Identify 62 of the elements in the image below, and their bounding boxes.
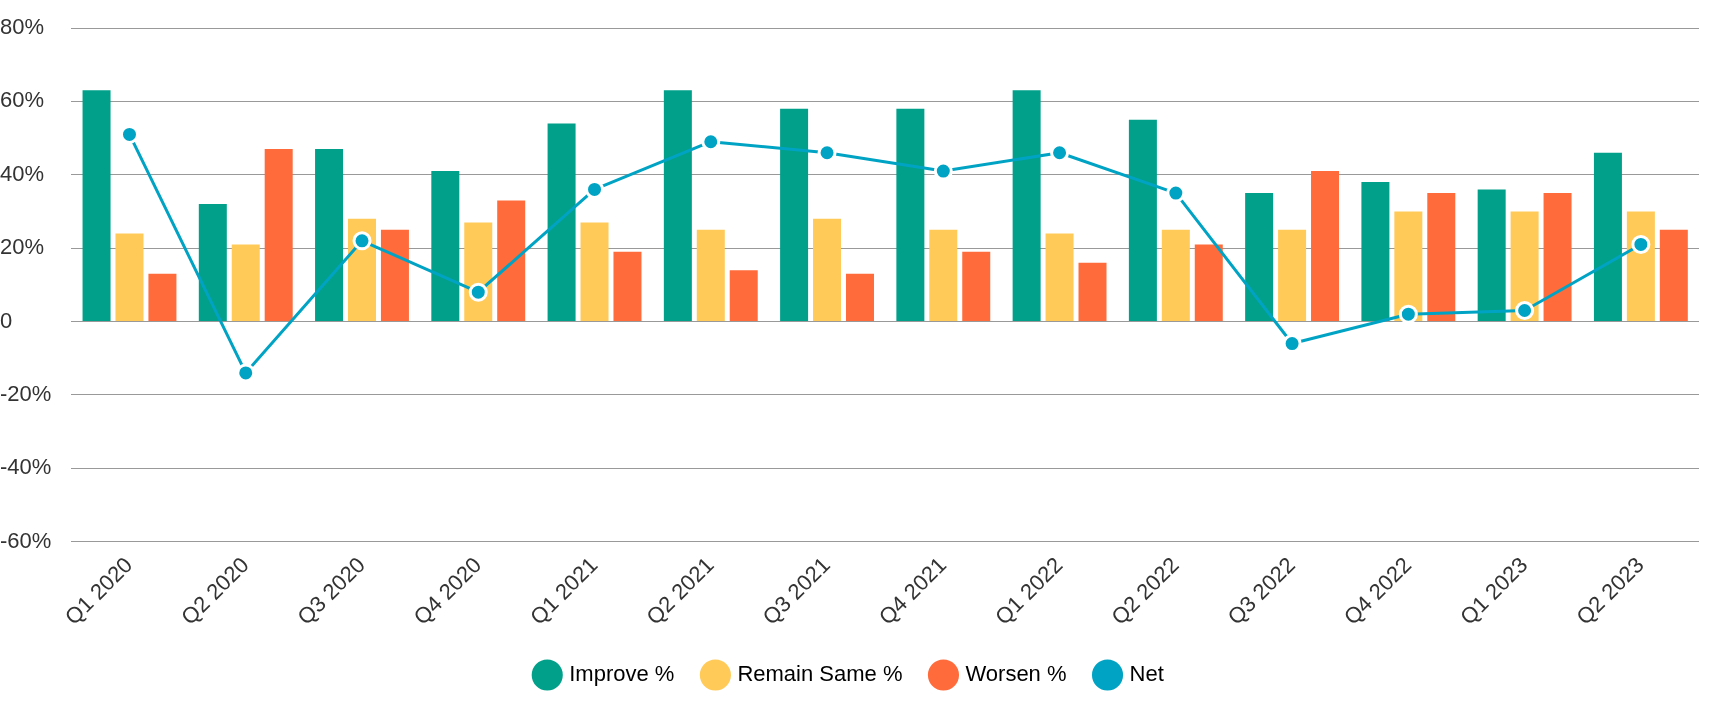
bar (148, 273, 177, 322)
y-tick-label: -40% (0, 454, 52, 480)
legend-label: Worsen % (965, 661, 1067, 687)
bar (1045, 233, 1074, 322)
bar (1427, 193, 1456, 322)
y-tick-label: -60% (0, 527, 52, 553)
y-tick-label: 0 (0, 307, 13, 333)
bar (696, 229, 725, 322)
bar (663, 90, 692, 322)
point (236, 363, 256, 383)
bar (1012, 90, 1041, 322)
bar (1593, 152, 1622, 322)
point (1050, 143, 1070, 163)
legend-label: Improve % (569, 661, 675, 687)
bar (729, 270, 758, 322)
point (933, 161, 953, 181)
bar (1477, 189, 1506, 322)
y-tick-label: 20% (0, 234, 45, 260)
y-tick-label: 80% (0, 14, 45, 40)
point (1398, 304, 1418, 324)
bar (845, 273, 874, 322)
bar (1543, 193, 1572, 322)
point (1515, 301, 1535, 321)
y-tick-label: -20% (0, 380, 52, 406)
y-tick-label: 40% (0, 160, 45, 186)
bar (1278, 229, 1307, 322)
legend-label: Net (1129, 661, 1164, 687)
bar (1194, 244, 1223, 322)
bar (1078, 262, 1107, 322)
bar (1626, 211, 1655, 322)
bar (613, 251, 642, 322)
bar (1394, 211, 1423, 322)
bar (1161, 229, 1190, 322)
y-tick-label: 60% (0, 87, 45, 113)
bar (929, 229, 958, 322)
point (1166, 183, 1186, 203)
bar (1361, 182, 1390, 322)
bar (813, 218, 842, 322)
point (817, 143, 837, 163)
bar (896, 108, 925, 322)
bar (82, 90, 111, 322)
bar (780, 108, 809, 322)
bar (580, 222, 609, 322)
bar (1659, 229, 1688, 322)
bar (315, 149, 344, 322)
bar (198, 204, 227, 322)
bar (1128, 119, 1157, 322)
point (1631, 234, 1651, 254)
bar (497, 200, 526, 322)
bar (962, 251, 991, 322)
bar (380, 229, 409, 322)
bar (115, 233, 144, 322)
point (352, 231, 372, 251)
point (701, 132, 721, 152)
legend-label: Remain Same % (737, 661, 903, 687)
bar (264, 149, 293, 322)
bar (431, 171, 460, 322)
bar (547, 123, 576, 322)
bar (1245, 193, 1274, 322)
bar (1311, 171, 1340, 322)
point (468, 282, 488, 302)
bar (231, 244, 260, 322)
